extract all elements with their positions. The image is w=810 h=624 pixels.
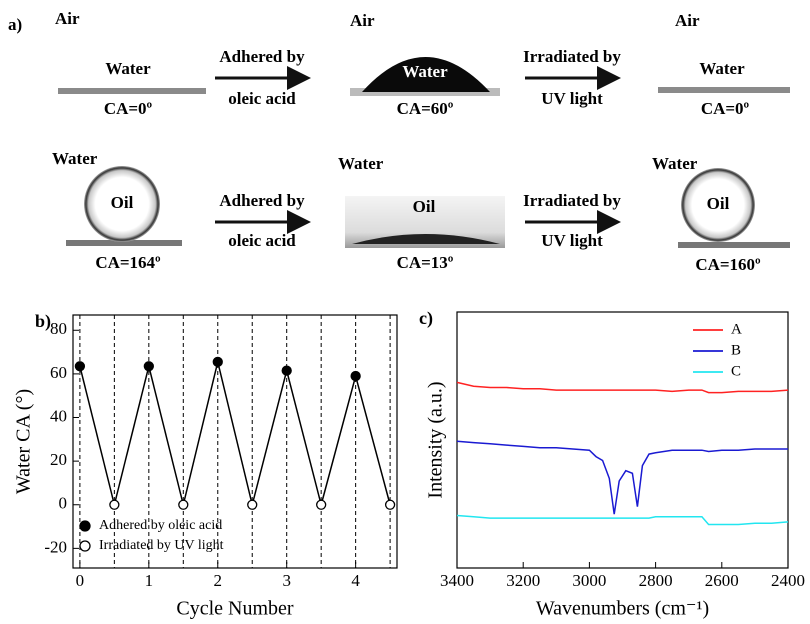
medium-label: Water — [652, 154, 698, 173]
point — [247, 499, 258, 510]
ca-label: CA=0º — [701, 99, 750, 118]
drop-label: Water — [699, 59, 745, 78]
y-axis-label: Intensity (a.u.) — [425, 381, 447, 498]
arrow-text: Irradiated by — [523, 47, 621, 66]
line-segment — [285, 370, 322, 505]
point — [281, 365, 292, 376]
panel-label: a) — [8, 15, 22, 34]
water-drop — [362, 57, 490, 92]
water-film — [658, 87, 790, 93]
arrow-text: UV light — [541, 89, 603, 108]
oil-drop — [681, 168, 755, 242]
ca-label: CA=60º — [397, 99, 454, 118]
drop-label: Water — [105, 59, 151, 78]
ca-label: CA=160º — [695, 255, 761, 274]
x-tick-label: 3 — [282, 571, 291, 590]
oil-drop — [352, 234, 500, 244]
legend-marker — [79, 520, 91, 532]
arrow-text: oleic acid — [228, 231, 296, 250]
oil-drop — [84, 166, 160, 242]
water-film — [58, 88, 206, 94]
legend-label: C — [731, 363, 741, 379]
point — [178, 499, 189, 510]
x-tick-label: 2400 — [771, 571, 805, 590]
x-tick-label: 0 — [76, 571, 85, 590]
x-tick-label: 2800 — [639, 571, 673, 590]
point — [74, 361, 86, 372]
y-tick-label: 60 — [50, 363, 67, 382]
x-axis-label: Cycle Number — [176, 598, 294, 620]
panel-label: b) — [35, 311, 51, 332]
arrow-text: Irradiated by — [523, 191, 621, 210]
y-tick-label: -20 — [44, 537, 67, 556]
point — [143, 361, 154, 372]
medium-label: Water — [52, 149, 98, 168]
ca-label: CA=13º — [397, 253, 454, 272]
legend-label: A — [731, 321, 742, 337]
medium-label: Air — [350, 11, 375, 30]
point — [384, 499, 396, 510]
legend-label: Irradiated by UV light — [99, 538, 224, 553]
spectrum — [456, 440, 788, 515]
y-axis-label: Water CA (°) — [13, 389, 35, 494]
line-segment — [217, 361, 253, 505]
drop-label: Oil — [707, 194, 730, 213]
line-segment — [182, 361, 219, 505]
spectrum — [456, 514, 789, 526]
spectrum — [456, 381, 789, 394]
line-segment — [354, 375, 391, 505]
medium-label: Air — [675, 11, 700, 30]
ca-label: CA=0º — [104, 99, 153, 118]
x-tick-label: 2 — [214, 571, 223, 590]
y-tick-label: 0 — [59, 494, 68, 513]
x-tick-label: 2600 — [705, 571, 739, 590]
point — [212, 356, 223, 368]
substrate — [66, 240, 182, 246]
panel-a: a) Air Water CA=0º Adhered by oleic acid… — [8, 9, 790, 274]
line-segment — [148, 366, 185, 505]
substrate — [678, 242, 790, 248]
arrow-text: UV light — [541, 231, 603, 250]
ca-label: CA=164º — [95, 253, 161, 272]
legend-label: Adhered by oleic acid — [99, 518, 222, 533]
medium-label: Water — [338, 154, 384, 173]
drop-label: Oil — [111, 193, 134, 212]
x-tick-label: 1 — [145, 571, 154, 590]
y-tick-label: 40 — [50, 406, 67, 425]
point — [350, 370, 361, 382]
arrow-text: oleic acid — [228, 89, 296, 108]
x-tick-label: 3200 — [506, 571, 540, 590]
point — [109, 499, 120, 510]
medium-label: Air — [55, 9, 80, 28]
point — [316, 499, 327, 510]
drop-label: Water — [402, 62, 448, 81]
arrow-text: Adhered by — [219, 47, 305, 66]
x-axis-label: Wavenumbers (cm⁻¹) — [536, 598, 709, 620]
x-tick-label: 3400 — [440, 571, 474, 590]
line-segment — [113, 366, 150, 505]
y-tick-label: 20 — [50, 450, 67, 469]
plot-frame — [72, 314, 398, 569]
arrow-text: Adhered by — [219, 191, 305, 210]
line-segment — [79, 366, 116, 505]
line-segment — [320, 375, 357, 505]
panel-label: c) — [419, 308, 433, 329]
legend-marker — [79, 540, 91, 552]
y-tick-label: 80 — [50, 319, 67, 338]
legend-label: B — [731, 342, 741, 358]
x-tick-label: 3000 — [572, 571, 606, 590]
x-tick-label: 4 — [351, 571, 360, 590]
drop-label: Oil — [413, 197, 436, 216]
line-segment — [251, 370, 288, 505]
plot-frame — [456, 311, 789, 569]
